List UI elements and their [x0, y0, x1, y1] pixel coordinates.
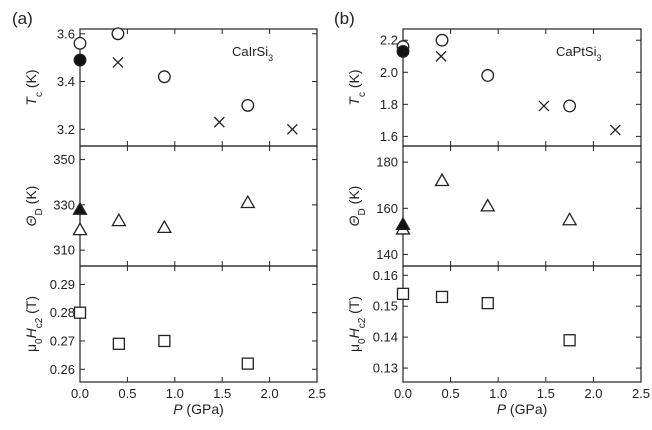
- cross-marker: [435, 50, 447, 62]
- plot-frame: [402, 145, 642, 267]
- y-axis-title: ΘD (K): [346, 186, 368, 227]
- x-axis-title: P (GPa): [497, 401, 548, 417]
- x-tick-label: 0.0: [71, 386, 89, 401]
- open-circle-marker: [435, 33, 449, 47]
- x-tick-label: 2.5: [308, 386, 326, 401]
- open-triangle-marker: [561, 212, 578, 226]
- open-square-marker: [435, 290, 449, 304]
- cross-marker: [538, 100, 550, 112]
- x-tick-label: 2.0: [584, 386, 602, 401]
- open-square-marker: [481, 296, 494, 310]
- filled-triangle-marker: [72, 201, 88, 215]
- y-tick-label: 0.15: [373, 299, 398, 314]
- y-axis-title: μ0Hc2 (T): [346, 296, 368, 352]
- open-square-marker: [73, 306, 87, 319]
- plot-frame: [79, 265, 318, 383]
- open-square-marker: [158, 334, 171, 348]
- y-tick-label: 2.2: [380, 33, 398, 48]
- plot-a-tc: 3.2 3.4 3.6 Tc (K): [23, 26, 318, 147]
- plot-a-thetad: 310 330 350 ΘD (K): [23, 145, 318, 267]
- open-circle-marker: [241, 98, 255, 112]
- open-triangle-marker: [72, 221, 88, 236]
- plot-a-hc2: 0.26 0.27 0.28 0.29 0.0 0.5 1.0 1.5 2.0 2.5 μ0Hc2 …: [23, 265, 326, 401]
- x-tick-label: 1.5: [537, 386, 555, 401]
- filled-circle-marker: [396, 44, 410, 58]
- x-tick-label: 2.5: [632, 386, 650, 401]
- y-tick-label: 330: [53, 197, 75, 212]
- open-square-marker: [396, 287, 410, 300]
- cross-marker: [609, 124, 621, 136]
- x-axis-title: P (GPa): [173, 401, 224, 417]
- x-tick-label: 1.0: [166, 386, 184, 401]
- cross-marker: [213, 116, 225, 128]
- plot-frame: [402, 28, 642, 147]
- open-square-marker: [112, 337, 126, 350]
- y-tick-label: 180: [376, 155, 398, 170]
- plot-b-thetad: 140 160 180 ΘD (K): [346, 145, 642, 267]
- filled-circle-marker: [73, 53, 87, 67]
- open-triangle-marker: [480, 198, 496, 212]
- open-circle-marker: [481, 69, 495, 82]
- y-tick-label: 1.8: [380, 97, 398, 112]
- panel-label-a: (a): [12, 9, 33, 28]
- y-tick-label: 160: [376, 201, 398, 216]
- y-axis-title: μ0Hc2 (T): [23, 296, 45, 352]
- open-triangle-marker: [434, 172, 450, 187]
- compound-label-b: CaPtSi3: [556, 44, 601, 63]
- y-tick-label: 350: [53, 152, 75, 167]
- y-tick-label: 0.13: [373, 361, 398, 376]
- y-axis-title: Tc (K): [23, 69, 45, 105]
- filled-triangle-marker: [395, 216, 411, 230]
- cross-marker: [112, 56, 124, 68]
- y-tick-label: 0.16: [373, 268, 398, 283]
- y-tick-label: 3.6: [57, 26, 75, 41]
- y-tick-label: 0.29: [50, 277, 75, 292]
- y-tick-label: 0.26: [50, 362, 75, 377]
- y-tick-label: 0.28: [50, 305, 75, 320]
- open-triangle-marker: [240, 194, 256, 209]
- plot-frame: [79, 145, 318, 267]
- x-tick-label: 1.0: [489, 386, 507, 401]
- open-square-marker: [241, 357, 254, 370]
- open-circle-marker: [157, 70, 171, 84]
- y-tick-label: 0.14: [373, 330, 398, 345]
- y-tick-label: 2.0: [380, 65, 398, 80]
- panel-label-b: (b): [334, 9, 355, 28]
- y-tick-label: 0.27: [50, 333, 75, 348]
- x-tick-label: 0.5: [118, 386, 136, 401]
- y-tick-label: 310: [53, 243, 75, 258]
- compound-label-a: CaIrSi3: [232, 44, 273, 63]
- y-tick-label: 3.2: [57, 122, 75, 137]
- plot-frame: [79, 28, 318, 147]
- plot-b-tc: 1.6 1.8 2.0 2.2 Tc (K): [346, 28, 642, 147]
- y-axis-title: Tc (K): [346, 69, 368, 105]
- y-axis-title: ΘD (K): [23, 186, 45, 227]
- plot-b-hc2: 0.13 0.14 0.15 0.16 0.0 0.5 1.0 1.5 2.0 2.5 μ0Hc2 …: [346, 265, 650, 401]
- x-tick-label: 1.5: [213, 386, 231, 401]
- open-triangle-marker: [156, 219, 172, 234]
- open-square-marker: [563, 334, 576, 347]
- x-tick-label: 2.0: [261, 386, 279, 401]
- plot-frame: [402, 265, 642, 383]
- open-triangle-marker: [111, 212, 127, 227]
- x-tick-label: 0.0: [394, 386, 412, 401]
- open-circle-marker: [73, 36, 87, 50]
- y-tick-label: 1.6: [380, 129, 398, 144]
- cross-marker: [286, 123, 298, 135]
- y-tick-label: 3.4: [57, 74, 75, 89]
- y-tick-label: 140: [376, 247, 398, 262]
- open-circle-marker: [111, 27, 125, 41]
- x-tick-label: 0.5: [442, 386, 460, 401]
- open-circle-marker: [563, 99, 577, 113]
